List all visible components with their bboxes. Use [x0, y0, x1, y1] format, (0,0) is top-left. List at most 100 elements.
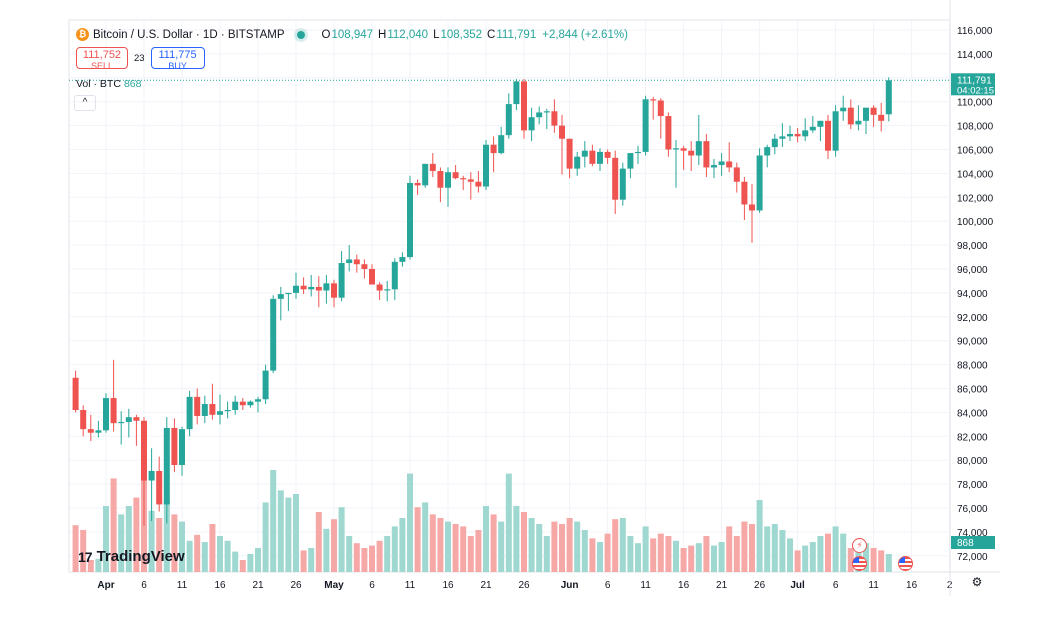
buy-label: BUY — [168, 61, 187, 71]
volume-bar — [718, 542, 725, 572]
candle-body — [650, 99, 657, 101]
symbol-title[interactable]: Bitcoin / U.S. Dollar · 1D · BITSTAMP — [93, 28, 285, 41]
volume-bar — [680, 548, 687, 572]
buy-button[interactable]: 111,775 BUY — [150, 47, 205, 71]
volume-bar — [80, 530, 87, 572]
us-flag-event-icon-2[interactable] — [898, 556, 913, 571]
candle-body — [802, 130, 809, 137]
volume-bar — [673, 540, 679, 572]
volume-bar — [885, 554, 892, 572]
volume-bar — [832, 526, 839, 572]
tradingview-logo[interactable]: 17 TradingView — [78, 548, 185, 565]
last-price-label: 111,791 — [957, 75, 992, 86]
close-value: 111,791 — [496, 28, 537, 41]
candle-body — [764, 147, 771, 156]
open-value: 108,947 — [331, 28, 374, 41]
price-tick-label: 108,000 — [957, 122, 994, 133]
time-tick-label: 26 — [754, 580, 766, 591]
volume-bar — [551, 521, 558, 572]
volume-bar — [749, 524, 755, 572]
candle-body — [239, 401, 246, 406]
volume-bar — [825, 533, 831, 572]
candle-body — [490, 144, 497, 154]
candle-body — [559, 125, 565, 139]
volume-bar — [156, 518, 163, 572]
volume-bar — [323, 528, 330, 572]
price-tick-label: 92,000 — [957, 313, 988, 324]
time-tick-label: 6 — [605, 580, 611, 591]
volume-bar — [863, 543, 869, 572]
candle-body — [376, 284, 383, 291]
volume-bar — [262, 502, 269, 572]
time-tick-label: May — [324, 580, 344, 591]
volume-bar — [87, 560, 94, 572]
price-tick-label: 106,000 — [957, 146, 994, 157]
volume-legend[interactable]: Vol · BTC 868 — [76, 78, 141, 90]
volume-bar — [315, 512, 322, 572]
candle-body — [695, 141, 702, 156]
time-tick-label: Jun — [561, 580, 579, 591]
candle-body — [513, 81, 520, 105]
volume-bar — [642, 526, 649, 572]
volume-bar — [711, 545, 717, 572]
candle-body — [475, 181, 482, 187]
spread-value: 23 — [134, 52, 145, 64]
volume-bar — [308, 548, 315, 572]
close-label: C — [487, 28, 496, 41]
price-tick-label: 76,000 — [957, 504, 988, 515]
candle-body — [771, 138, 778, 148]
open-label: O — [321, 28, 331, 41]
volume-bar — [566, 518, 573, 572]
candle-body — [384, 289, 391, 291]
us-flag-event-icon[interactable] — [852, 556, 867, 571]
volume-bar — [353, 543, 360, 572]
sell-button[interactable]: 111,752 SELL — [76, 47, 128, 71]
symbol-legend: ₿ Bitcoin / U.S. Dollar · 1D · BITSTAMP … — [76, 28, 628, 41]
candle-body — [338, 263, 345, 298]
volume-bar — [270, 470, 277, 572]
candle-body — [217, 411, 223, 415]
volume-bar — [688, 545, 695, 572]
candle-body — [452, 172, 459, 179]
volume-bar — [209, 524, 216, 572]
candle-body — [118, 421, 125, 424]
candle-body — [247, 401, 254, 406]
candle-body — [255, 399, 261, 402]
volume-bar — [300, 550, 307, 572]
volume-bar — [870, 548, 877, 572]
candle-body — [619, 168, 626, 200]
last-price-tag — [951, 73, 995, 96]
candle-body — [498, 135, 505, 154]
earnings-event-icon[interactable]: ⚡ — [852, 538, 867, 553]
last-volume-tag — [951, 536, 995, 549]
candle-body — [414, 182, 421, 186]
volume-bar — [285, 497, 292, 572]
candle-body — [870, 107, 877, 115]
candle-body — [612, 157, 619, 200]
volume-bar — [878, 550, 885, 572]
candle-body — [133, 417, 140, 421]
volume-bar — [437, 518, 444, 572]
settings-gear-icon[interactable]: ⚙ — [971, 575, 983, 589]
tradingview-mark-icon: 17 — [78, 548, 93, 565]
candle-body — [817, 120, 824, 127]
candle-body — [718, 161, 725, 166]
volume-bar — [627, 536, 634, 572]
candle-body — [566, 138, 573, 169]
volume-bar — [802, 545, 809, 572]
time-tick-label: 11 — [640, 580, 651, 591]
volume-bar — [239, 560, 246, 572]
volume-bar — [787, 538, 793, 572]
volume-bar — [536, 524, 543, 572]
volume-bar — [186, 540, 193, 572]
volume-bar — [703, 536, 710, 572]
volume-bar — [612, 519, 619, 572]
price-tick-label: 104,000 — [957, 169, 994, 180]
price-tick-label: 114,000 — [957, 50, 993, 61]
collapse-legend-button[interactable]: ^ — [74, 95, 96, 111]
volume-bar — [171, 514, 178, 572]
price-change: +2,844 (+2.61%) — [542, 28, 628, 41]
volume-bar — [467, 536, 474, 572]
